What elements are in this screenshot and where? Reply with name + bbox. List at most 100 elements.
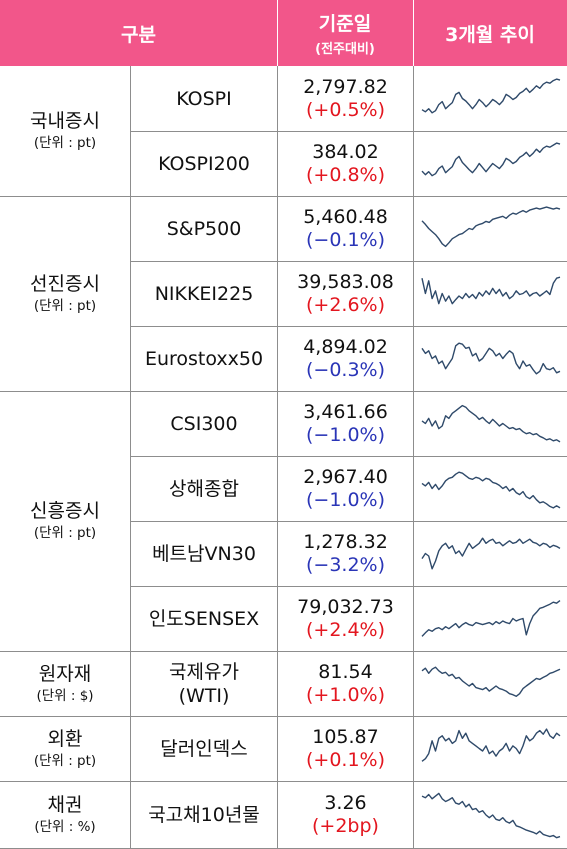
sparkline-line xyxy=(421,404,561,443)
category-unit: (단위 : pt) xyxy=(33,525,97,541)
sparkline-svg xyxy=(421,342,561,375)
index-name-label: KOSPI xyxy=(176,87,232,110)
index-value: 2,797.82 xyxy=(303,75,388,98)
trend-sparkline xyxy=(414,391,567,456)
category-bond: 채권 (단위 : %) xyxy=(0,781,130,849)
category-name: 선진증시 xyxy=(30,272,100,295)
index-value: 384.02 xyxy=(312,140,379,163)
row-divider xyxy=(131,521,567,522)
index-name: KOSPI200 xyxy=(131,131,277,196)
sparkline-svg xyxy=(421,404,561,443)
group-divider xyxy=(0,391,567,392)
sparkline-line xyxy=(421,78,561,114)
category-commodity: 원자재 (단위 : $) xyxy=(0,651,130,716)
index-name-label: 인도SENSEX xyxy=(148,607,260,630)
index-value: 2,967.40 xyxy=(303,465,388,488)
weekly-change: (+2.4%) xyxy=(305,618,385,641)
category-name: 원자재 xyxy=(38,662,92,685)
trend-sparkline xyxy=(414,196,567,261)
index-value-cell: 105.87 (+0.1%) xyxy=(278,716,413,781)
index-name: Eurostoxx50 xyxy=(131,326,277,391)
sparkline-line xyxy=(421,276,561,305)
index-value-cell: 4,894.02 (−0.3%) xyxy=(278,326,413,391)
sparkline-line xyxy=(421,206,561,248)
index-value-cell: 5,460.48 (−0.1%) xyxy=(278,196,413,261)
weekly-change: (−0.3%) xyxy=(305,358,385,381)
category-developed: 선진증시 (단위 : pt) xyxy=(0,196,130,391)
trend-sparkline xyxy=(414,716,567,781)
header-category: 구분 xyxy=(0,0,277,66)
header-value-label: 기준일 xyxy=(318,13,372,35)
category-domestic: 국내증시 (단위 : pt) xyxy=(0,66,130,196)
col-divider xyxy=(130,66,131,651)
header-trend-label: 3개월 추이 xyxy=(445,23,535,46)
index-name-label: KOSPI200 xyxy=(158,152,250,175)
header-divider xyxy=(277,0,278,66)
weekly-change: (+0.1%) xyxy=(305,748,385,771)
category-unit: (단위 : pt) xyxy=(33,752,97,769)
sparkline-svg xyxy=(421,78,561,114)
trend-sparkline xyxy=(414,781,567,849)
index-value-cell: 2,967.40 (−1.0%) xyxy=(278,456,413,521)
group-divider xyxy=(0,716,567,717)
index-value: 3,461.66 xyxy=(303,400,388,423)
index-value-cell: 39,583.08 (+2.6%) xyxy=(278,261,413,326)
row-divider xyxy=(131,261,567,262)
trend-sparkline xyxy=(414,326,567,391)
index-value-cell: 3.26 (+2bp) xyxy=(278,781,413,849)
col-divider xyxy=(277,66,278,849)
weekly-change: (−1.0%) xyxy=(305,423,385,446)
index-name-label: Eurostoxx50 xyxy=(144,347,264,370)
header-category-label: 구분 xyxy=(121,23,156,46)
sparkline-line xyxy=(421,537,561,570)
sparkline-svg xyxy=(421,537,561,570)
index-value: 5,460.48 xyxy=(303,205,388,228)
header-divider xyxy=(413,0,414,66)
index-name-label: 베트남VN30 xyxy=(152,542,256,565)
category-emerging: 신흥증시 (단위 : pt) xyxy=(0,391,130,651)
sparkline-line xyxy=(421,728,561,762)
weekly-change: (+0.8%) xyxy=(305,163,385,186)
index-value-cell: 81.54 (+1.0%) xyxy=(278,651,413,716)
row-divider xyxy=(131,456,567,457)
index-name: 상해종합 xyxy=(131,456,277,521)
sparkline-svg xyxy=(421,206,561,248)
trend-sparkline xyxy=(414,131,567,196)
header-value: 기준일 (전주대비) xyxy=(277,0,413,66)
index-name-label: CSI300 xyxy=(170,412,238,435)
sparkline-line xyxy=(421,471,561,509)
sparkline-svg xyxy=(421,142,561,177)
group-divider xyxy=(0,651,567,652)
index-name: S&P500 xyxy=(131,196,277,261)
trend-sparkline xyxy=(414,261,567,326)
index-name: CSI300 xyxy=(131,391,277,456)
index-name-label: 상해종합 xyxy=(169,477,239,500)
index-value-cell: 1,278.32 (−3.2%) xyxy=(278,521,413,586)
trend-sparkline xyxy=(414,66,567,131)
table-header: 구분 기준일 (전주대비) 3개월 추이 xyxy=(0,0,567,66)
sparkline-svg xyxy=(421,728,561,762)
index-value: 4,894.02 xyxy=(303,335,388,358)
category-unit: (단위 : %) xyxy=(34,819,96,835)
index-name-label: 달러인덱스 xyxy=(160,737,248,760)
sparkline-svg xyxy=(421,471,561,509)
sparkline-svg xyxy=(421,792,561,839)
category-name: 국내증시 xyxy=(30,110,100,132)
index-value: 39,583.08 xyxy=(297,270,394,293)
sparkline-line xyxy=(421,666,561,697)
trend-sparkline xyxy=(414,586,567,651)
index-value: 81.54 xyxy=(318,660,373,683)
sparkline-line xyxy=(421,792,561,839)
index-name: 국제유가 (WTI) xyxy=(131,651,277,716)
category-name: 외환 xyxy=(47,727,83,750)
index-name: 베트남VN30 xyxy=(131,521,277,586)
header-value-sublabel: (전주대비) xyxy=(315,42,375,57)
category-name: 신흥증시 xyxy=(30,500,100,522)
trend-sparkline xyxy=(414,521,567,586)
index-name-label: S&P500 xyxy=(166,217,242,240)
index-value-cell: 3,461.66 (−1.0%) xyxy=(278,391,413,456)
weekly-change: (−0.1%) xyxy=(305,228,385,251)
index-name: 국고채10년물 xyxy=(131,781,277,849)
weekly-change: (−3.2%) xyxy=(305,553,385,576)
